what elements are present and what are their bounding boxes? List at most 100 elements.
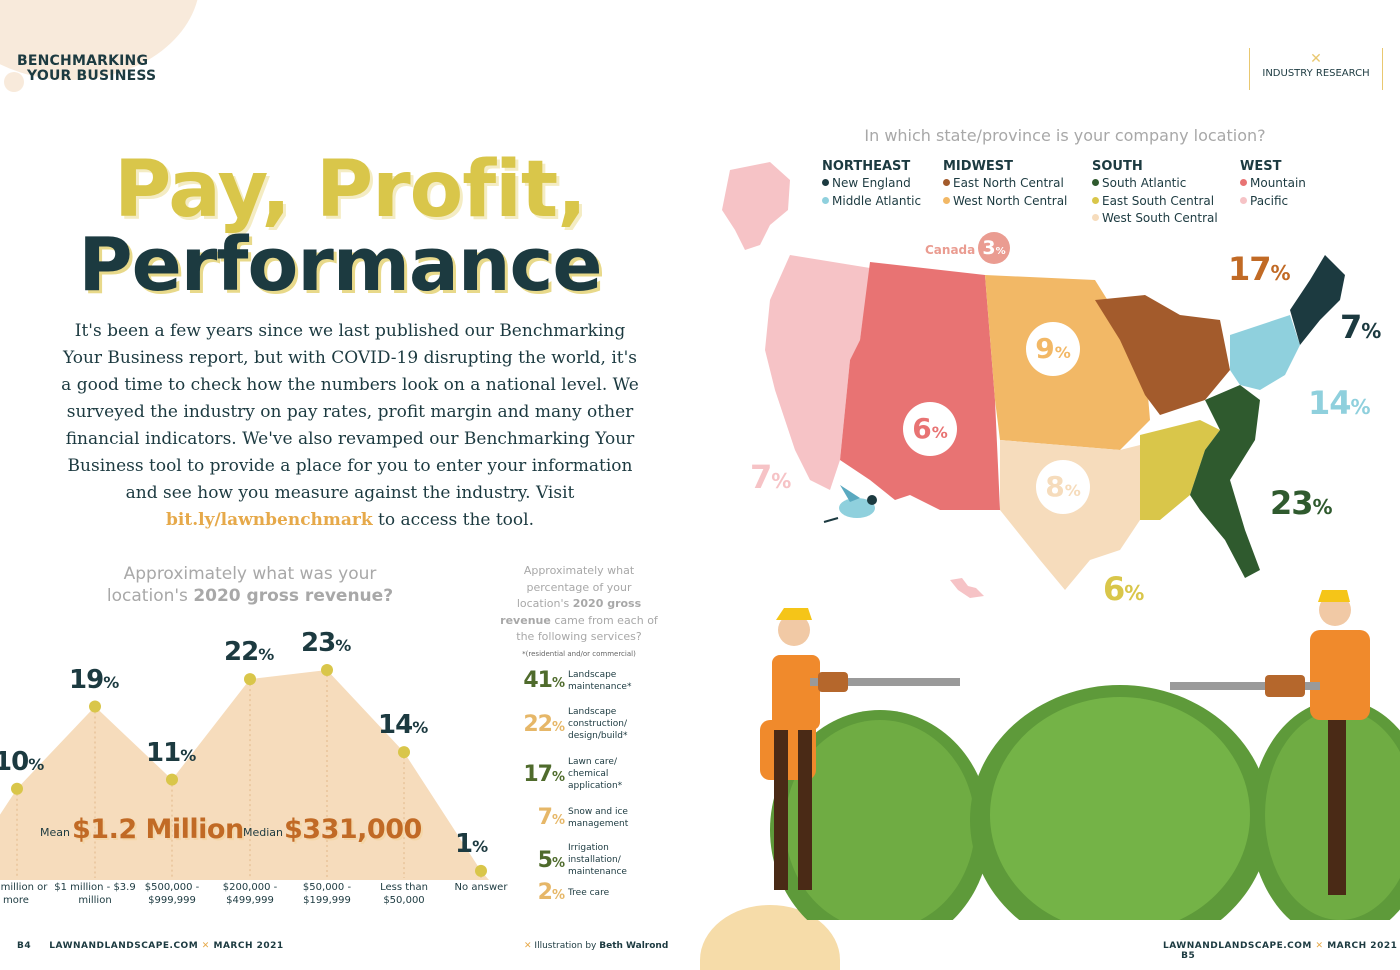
service-percent: 22% <box>523 711 565 737</box>
section-tag: BENCHMARKING YOUR BUSINESS <box>17 54 156 84</box>
revenue-category-label: $50,000 - $199,999 <box>302 882 352 906</box>
revenue-point <box>244 673 256 686</box>
revenue-percent-label: 1% <box>455 828 488 859</box>
pacific-percent: 7% <box>750 458 791 496</box>
revenue-percent-label: 19% <box>69 664 119 695</box>
median-value: $331,000 <box>284 814 422 845</box>
separator-icon: ✕ <box>201 941 210 951</box>
legend-dot-icon <box>1092 179 1099 186</box>
service-label: Snow and ice management <box>568 806 629 829</box>
bird-illustration <box>823 485 877 523</box>
new-england-percent: 7% <box>1340 308 1381 346</box>
footer-right: LAWNANDLANDSCAPE.COM ✕ MARCH 2021 B5 <box>1163 941 1400 961</box>
footer-left: B4 LAWNANDLANDSCAPE.COM ✕ MARCH 2021 <box>17 941 284 951</box>
map-pacific <box>765 255 870 490</box>
revenue-point <box>321 664 333 676</box>
legend-dot-icon <box>1240 179 1247 186</box>
mean-label: Mean <box>40 826 70 839</box>
mean-value: $1.2 Million <box>72 814 244 845</box>
service-percent: 7% <box>537 805 565 830</box>
revenue-question: Approximately what was your location's 2… <box>90 563 410 607</box>
legend-region-heading: SOUTH <box>1092 159 1143 174</box>
revenue-point <box>166 773 178 786</box>
us-region-map <box>722 162 1345 598</box>
illustration-credit: ✕ Illustration by Beth Walrond <box>524 941 668 951</box>
service-item: 5% Irrigation installation/ maintenance <box>518 842 668 878</box>
revenue-percent-label: 14% <box>378 710 428 741</box>
footer-site-right: LAWNANDLANDSCAPE.COM <box>1163 941 1312 951</box>
legend-item-label: East South Central <box>1102 193 1215 208</box>
page-number-right: B5 <box>1181 951 1196 961</box>
section-tag-line2: YOUR BUSINESS <box>27 68 157 84</box>
legend-item: West North Central <box>943 193 1067 211</box>
revenue-category-label: $500,000 - $999,999 <box>144 882 200 906</box>
legend-item-label: New England <box>832 176 911 190</box>
industry-research-label: INDUSTRY RESEARCH <box>1262 68 1370 79</box>
hedge-illustration <box>770 685 1400 920</box>
canada-badge: 3% <box>978 232 1010 264</box>
legend-region: WEST Mountain Pacific <box>1240 159 1306 210</box>
legend-region: SOUTH South Atlantic East South Central Wes… <box>1092 159 1218 228</box>
worker-right-illustration <box>1170 590 1370 895</box>
revenue-category-label: $4 million or more <box>0 882 48 906</box>
benchmark-link[interactable]: bit.ly/lawnbenchmark <box>166 510 373 530</box>
east-north-central-percent: 17% <box>1228 250 1291 288</box>
median-label: Median <box>243 826 284 839</box>
legend-item-label: South Atlantic <box>1102 176 1187 190</box>
canada-percent: 3 <box>982 237 996 259</box>
west-north-central-percent: 9% <box>1026 322 1080 376</box>
legend-item-label: Mountain <box>1250 176 1306 190</box>
page-title-line2: Performance <box>78 222 602 308</box>
map-middle-atlantic <box>1230 315 1300 390</box>
legend-item: Pacific <box>1240 193 1306 211</box>
services-question: Approximately what percentage of your lo… <box>500 563 658 646</box>
intro-text-end: to access the tool. <box>378 510 534 530</box>
map-mountain <box>840 262 1000 510</box>
revenue-category-label: $1 million - $3.9 million <box>54 882 136 906</box>
canada-label: Canada <box>925 243 976 257</box>
map-alaska <box>722 162 790 250</box>
legend-region: MIDWEST East North Central West North Cent… <box>943 159 1067 210</box>
legend-item-label: West North Central <box>953 193 1068 208</box>
revenue-point <box>398 746 410 759</box>
legend-dot-icon <box>943 196 950 204</box>
revenue-category-label: No answer <box>454 882 508 893</box>
page-title-line1: Pay, Profit, <box>114 145 587 235</box>
legend-item: New England <box>822 175 921 193</box>
legend-dot-icon <box>822 179 829 186</box>
legend-region: NORTHEAST New England Middle Atlantic <box>822 159 921 210</box>
revenue-point <box>89 700 101 713</box>
footer-site-left: LAWNANDLANDSCAPE.COM <box>49 941 199 951</box>
mountain-percent: 6% <box>903 402 957 456</box>
cross-icon: ✕ <box>1310 51 1322 67</box>
legend-item-label: East North Central <box>953 176 1064 190</box>
page-number-left: B4 <box>17 941 32 951</box>
legend-item: East North Central <box>943 175 1067 193</box>
legend-dot-icon <box>943 179 950 186</box>
hedge-trimming-illustration <box>760 590 1400 920</box>
map-south-atlantic <box>1190 385 1260 578</box>
credit-name: Beth Walrond <box>599 941 669 951</box>
legend-item-label: Middle Atlantic <box>832 193 922 208</box>
service-label: Tree care <box>568 887 610 898</box>
revenue-percent-label: 22% <box>224 637 274 668</box>
intro-paragraph: It's been a few years since we last publ… <box>60 318 640 534</box>
services-note: *(residential and/or commercial) <box>522 650 636 658</box>
revenue-category-label: Less than $50,000 <box>380 882 428 906</box>
legend-dot-icon <box>1092 214 1099 221</box>
section-tag-line1: BENCHMARKING <box>17 53 149 69</box>
map-question: In which state/province is your company … <box>864 126 1266 145</box>
legend-item: Mountain <box>1240 175 1306 193</box>
services-question-text: Approximately what percentage of your lo… <box>516 564 635 610</box>
worker-left-illustration <box>760 608 960 890</box>
service-percent: 17% <box>523 761 565 787</box>
service-percent: 2% <box>537 880 565 905</box>
service-item: 41% Landscape maintenance* <box>518 668 668 693</box>
service-item: 7% Snow and ice management <box>518 805 668 830</box>
service-label: Lawn care/ chemical application* <box>568 757 623 791</box>
service-item: 17% Lawn care/ chemical application* <box>518 756 668 792</box>
legend-dot-icon <box>822 196 829 204</box>
decorative-dot <box>4 72 24 92</box>
credit-prefix: Illustration by <box>534 941 597 951</box>
footer-date-right: MARCH 2021 <box>1327 941 1398 951</box>
